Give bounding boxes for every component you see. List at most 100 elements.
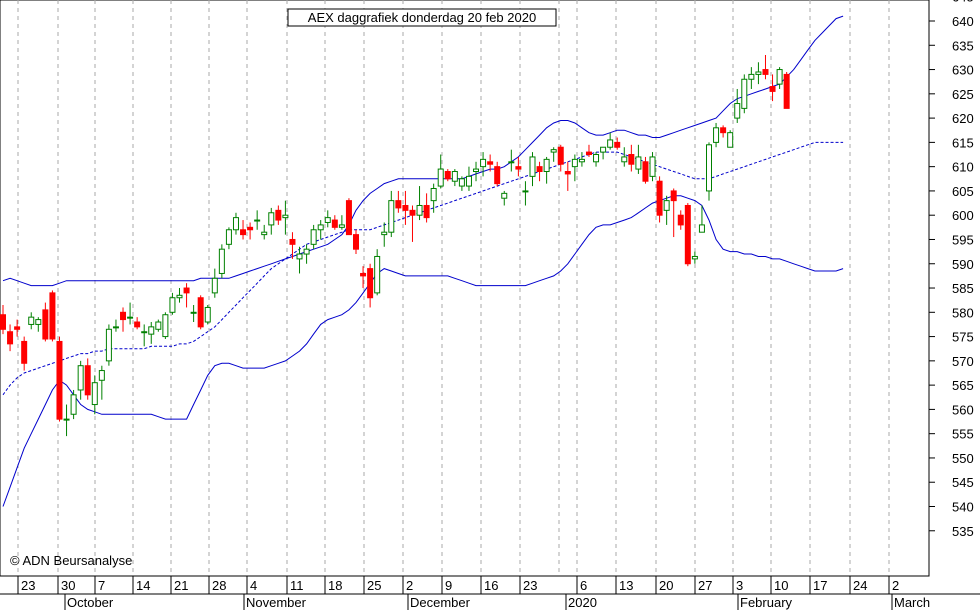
candle (600, 146, 607, 160)
candle (197, 295, 204, 330)
candle-body (656, 180, 663, 216)
candle (42, 302, 49, 342)
candle-body (706, 144, 712, 192)
candle (727, 130, 734, 148)
candle-body (543, 158, 550, 173)
y-tick-label: 560 (952, 402, 974, 417)
candle-body (345, 200, 352, 236)
candle (91, 375, 98, 415)
candle-body (465, 175, 472, 187)
candle (35, 317, 42, 332)
month-label: November (246, 595, 307, 610)
candle (430, 183, 437, 213)
candle (282, 200, 289, 235)
candle (211, 268, 218, 298)
candle (529, 152, 536, 187)
candle-body (190, 311, 197, 314)
candle (127, 302, 134, 325)
candle-body (762, 69, 769, 75)
candle-body (487, 161, 494, 165)
candle-body (127, 316, 134, 319)
candle (7, 324, 14, 352)
candle (776, 67, 783, 89)
candle (656, 176, 663, 223)
candle (395, 190, 402, 213)
candle-body (677, 214, 684, 226)
candle (70, 389, 77, 420)
candle (310, 224, 317, 250)
candle (268, 207, 275, 235)
y-tick-label: 580 (952, 305, 974, 320)
candle-body (63, 418, 70, 421)
candle-body (628, 154, 635, 165)
candle-body (734, 103, 741, 119)
candle-body (635, 156, 642, 170)
month-label: December (410, 595, 471, 610)
candle-body (148, 326, 155, 335)
candle (458, 176, 465, 191)
candle (98, 365, 105, 400)
candle (367, 263, 374, 308)
candle (691, 251, 698, 264)
candle (607, 132, 614, 150)
x-tick-label: 18 (328, 578, 342, 593)
candle-body (769, 86, 776, 92)
candle (49, 290, 56, 342)
y-tick-label: 610 (952, 160, 974, 175)
candle (550, 147, 557, 162)
candle-body (776, 69, 783, 85)
candle-body (338, 224, 345, 228)
candle (374, 249, 381, 296)
candle (183, 283, 190, 308)
candle-body (402, 204, 409, 211)
candle-body (480, 158, 487, 168)
candle-body (494, 166, 501, 185)
month-label: 2020 (568, 595, 597, 610)
candle-body (557, 146, 564, 165)
candle (155, 319, 162, 332)
candle (635, 144, 642, 174)
x-tick-label: 16 (484, 578, 498, 593)
candle-body (550, 149, 557, 153)
candle (303, 244, 310, 264)
candle-body (564, 171, 571, 175)
candle (444, 169, 451, 182)
candle-body (70, 394, 77, 415)
candle-body (423, 204, 430, 219)
candle (120, 307, 127, 332)
candle-layer (0, 54, 790, 437)
candle-body (324, 217, 331, 223)
candle-body (105, 328, 112, 362)
candle (232, 212, 239, 235)
y-tick-label: 555 (952, 427, 974, 442)
candle-body (28, 316, 35, 325)
candle (190, 305, 197, 323)
x-tick-label: 13 (619, 578, 633, 593)
candle (289, 232, 296, 259)
y-tick-label: 620 (952, 111, 974, 126)
candle (331, 215, 338, 230)
candle-body (42, 309, 49, 340)
x-tick-label: 30 (61, 578, 75, 593)
y-tick-label: 550 (952, 451, 974, 466)
candle-body (748, 73, 755, 80)
candle-body (77, 365, 84, 391)
candle-body (437, 168, 444, 187)
x-tick-label: 21 (174, 578, 188, 593)
y-tick-label: 635 (952, 38, 974, 53)
candle (628, 144, 635, 172)
candle-body (522, 190, 529, 193)
title-box (287, 8, 557, 27)
month-label: October (67, 595, 114, 610)
x-tick-label: 23 (21, 578, 35, 593)
candle-body (614, 141, 621, 148)
candle (254, 210, 261, 230)
candle-body (451, 171, 458, 182)
candle-body (282, 214, 289, 219)
chart-title: AEX daggrafiek donderdag 20 feb 2020 (308, 10, 536, 25)
candle-body (176, 294, 183, 299)
candle (247, 222, 254, 240)
candle-body (261, 231, 268, 236)
